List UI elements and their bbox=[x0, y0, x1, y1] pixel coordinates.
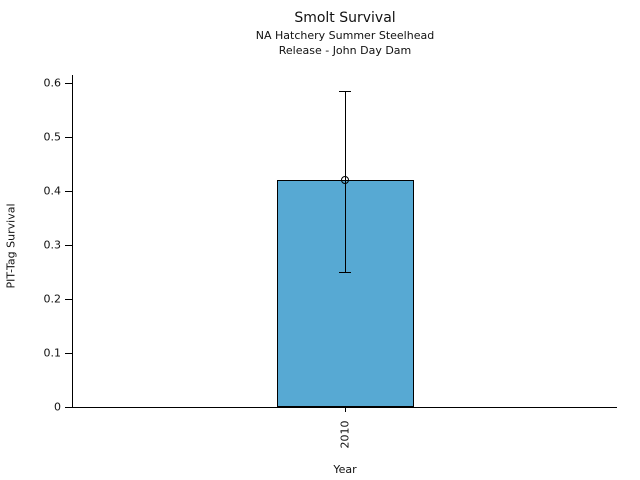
y-tick-label: 0.5 bbox=[43, 130, 62, 144]
y-tick-mark bbox=[65, 406, 72, 408]
chart-subtitle-line1: NA Hatchery Summer Steelhead bbox=[255, 29, 435, 42]
y-tick-mark bbox=[65, 190, 72, 192]
x-axis-label: Year bbox=[333, 463, 357, 476]
y-tick-label: 0.2 bbox=[43, 292, 62, 306]
y-tick-mark bbox=[65, 82, 72, 84]
x-tick-label-row: 2010 bbox=[73, 421, 617, 449]
x-tick-label: 2010 bbox=[338, 420, 352, 449]
y-tick-mark bbox=[65, 244, 72, 246]
y-tick-mark bbox=[65, 136, 72, 138]
y-tick-mark bbox=[65, 352, 72, 354]
y-tick-label: 0 bbox=[54, 400, 61, 414]
y-tick-mark bbox=[65, 298, 72, 300]
y-axis-label: PIT-Tag Survival bbox=[4, 203, 18, 289]
data-point-marker bbox=[341, 176, 349, 185]
y-tick-label: 0.4 bbox=[43, 184, 62, 198]
plot-area: 0 0.1 0.2 0.3 0.4 0.5 0.6 bbox=[44, 75, 617, 413]
y-tick-label: 0.1 bbox=[43, 346, 62, 360]
x-tick-mark bbox=[344, 407, 346, 412]
error-bar-cap-top bbox=[339, 90, 351, 92]
error-bar-cap-bottom bbox=[339, 271, 351, 273]
chart-subtitle-line2: Release - John Day Dam bbox=[278, 44, 412, 57]
y-tick-label: 0.6 bbox=[43, 76, 62, 90]
y-tick-label: 0.3 bbox=[43, 238, 62, 252]
chart-title: Smolt Survival bbox=[294, 10, 396, 26]
